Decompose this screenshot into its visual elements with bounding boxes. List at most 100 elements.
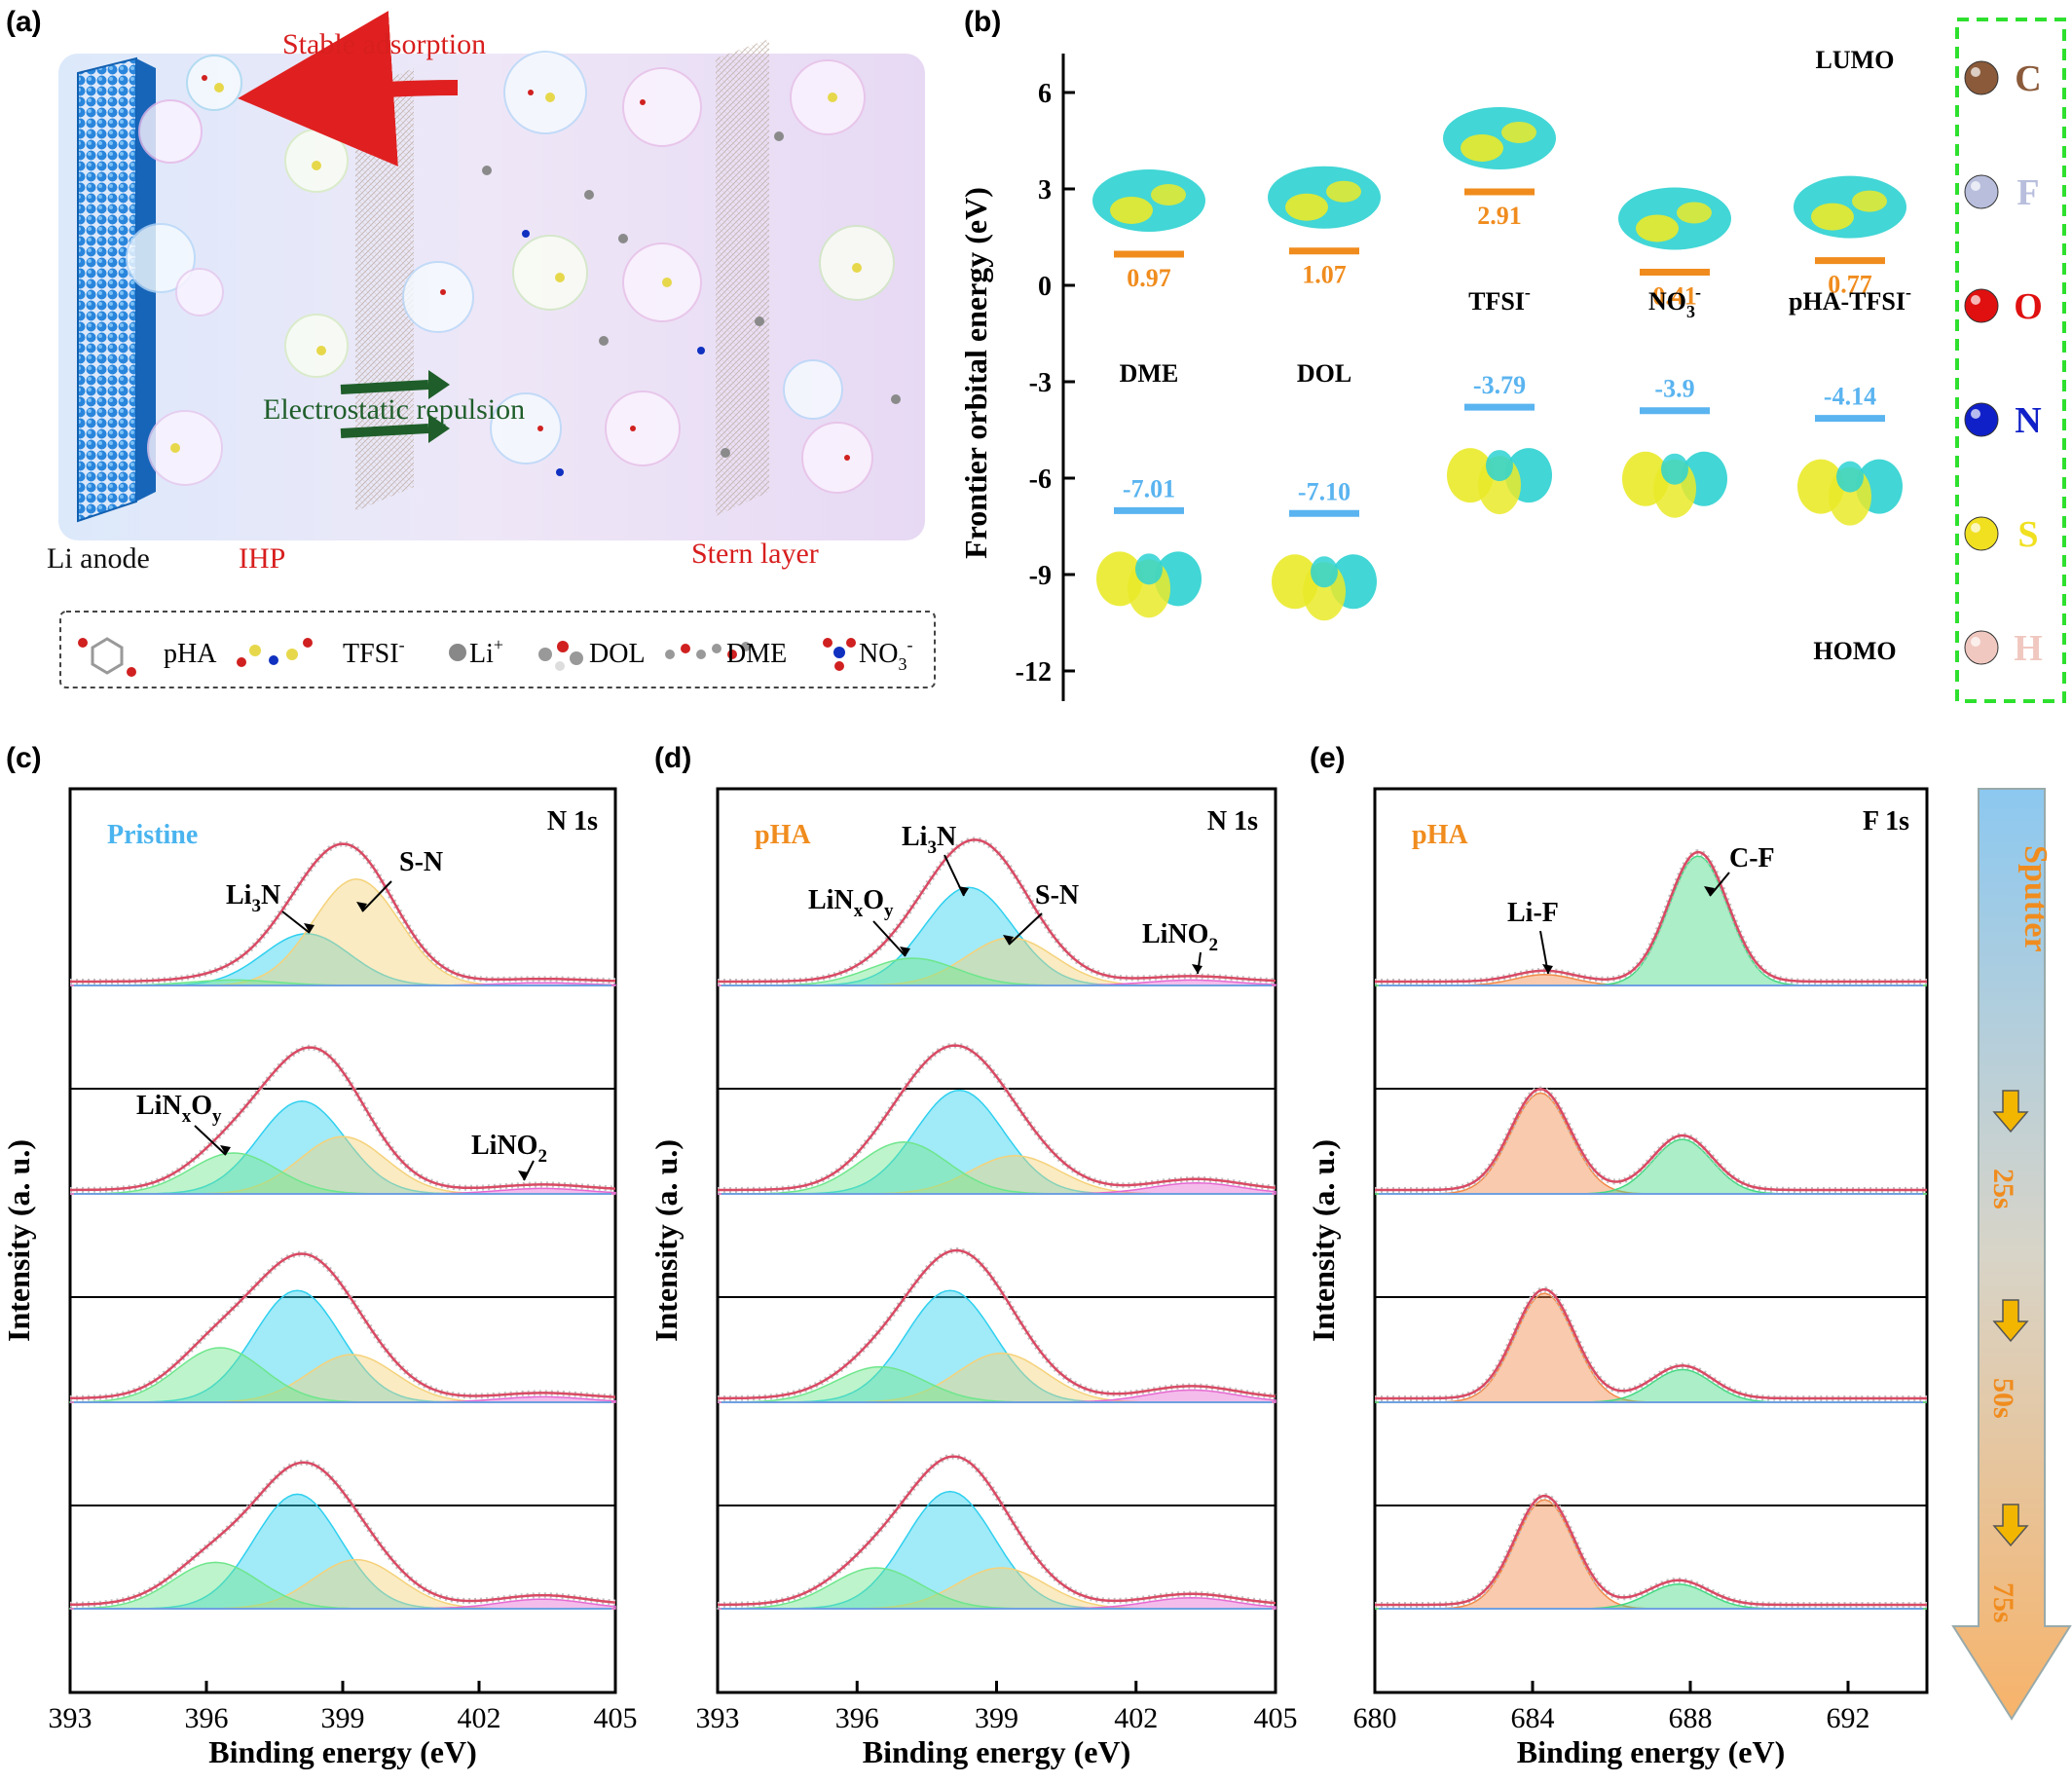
peak-annotation-label: LiNxOy — [808, 885, 894, 921]
panel-label-d: (d) — [654, 742, 692, 774]
annotation-leader-line — [281, 911, 311, 934]
homo-orbital — [1447, 448, 1552, 515]
homo-value: -3.79 — [1473, 371, 1526, 399]
sputter-step-arrow-icon — [1992, 1299, 2029, 1343]
peak-annotation-label: LiNO2 — [471, 1131, 547, 1167]
xps-panel-d: 393 396 399 402 405 Binding energy (eV) Intens… — [648, 787, 1298, 1769]
homo-orbital — [1096, 551, 1202, 618]
lumo-orbital — [1443, 106, 1556, 169]
sample-label: Pristine — [107, 820, 198, 850]
x-tick-label: 402 — [458, 1702, 501, 1734]
panel-b-ytick-label: 6 — [1038, 79, 1052, 109]
y-axis-label: Intensity (a. u.) — [648, 1139, 684, 1342]
lumo-value: 1.07 — [1302, 261, 1347, 289]
fit-envelope — [1375, 1088, 1927, 1192]
annotation-leader-line — [194, 1125, 227, 1156]
element-symbol: H — [2014, 628, 2043, 669]
panel-b-orbital-chart: Frontier orbital energy (eV) 6 3 0 -3 -6 -9 -1… — [958, 18, 2066, 703]
fit-envelope — [718, 838, 1276, 984]
x-tick-label: 405 — [594, 1702, 638, 1734]
spectrum-25s — [1375, 1086, 1927, 1195]
lumo-orbital — [1092, 168, 1205, 232]
li-anode-slab — [77, 56, 137, 523]
repulsion-arrowhead-1 — [428, 370, 450, 399]
molecule-legend-box — [59, 611, 936, 688]
sputter-step-label: 75s — [1987, 1582, 2019, 1623]
repulsion-arrow-1 — [340, 380, 429, 394]
x-tick-label: 680 — [1353, 1702, 1397, 1734]
x-tick-label: 692 — [1827, 1702, 1870, 1734]
spectrum-0s — [718, 836, 1276, 986]
peak-annotation-label: S-N — [1035, 880, 1079, 911]
raw-data-points — [1375, 1286, 1927, 1401]
x-axis-label: Binding energy (eV) — [1517, 1734, 1786, 1769]
fit-envelope — [69, 1252, 616, 1400]
element-legend: C F O N S H — [1964, 58, 2043, 669]
spectrum-title: N 1s — [547, 806, 598, 836]
sample-label: pHA — [755, 820, 811, 850]
fit-envelope — [718, 1455, 1276, 1607]
element-ball-icon — [1964, 402, 1999, 437]
repulsion-arrowhead-2 — [428, 414, 450, 443]
homo-value: -4.14 — [1824, 383, 1876, 411]
spectrum-75s — [69, 1459, 616, 1610]
sputter-title: Sputter — [2017, 845, 2054, 952]
fit-envelope — [70, 1046, 616, 1192]
homo-value: -7.10 — [1298, 477, 1350, 505]
ihp-label: IHP — [239, 542, 285, 575]
lumo-value: 0.41 — [1652, 281, 1697, 310]
legend-dme-label: DME — [726, 639, 787, 669]
lumo-value: 2.91 — [1477, 202, 1522, 230]
panel-b-ytick-label: -9 — [1029, 561, 1052, 591]
x-tick-label: 393 — [696, 1702, 740, 1734]
li-anode-label: Li anode — [47, 542, 150, 575]
element-symbol: O — [2014, 286, 2043, 327]
fit-envelope — [1375, 1287, 1927, 1400]
sputter-step-arrow-icon — [1992, 1504, 2029, 1547]
annotation-arrowhead — [356, 902, 367, 911]
homo-orbital — [1797, 459, 1903, 526]
ihp-plane — [355, 68, 414, 511]
panel-b-ylabel: Frontier orbital energy (eV) — [958, 187, 993, 559]
peak-annotation-label: LiNxOy — [136, 1091, 222, 1127]
lumo-value: 0.97 — [1127, 264, 1171, 292]
element-ball-icon — [1964, 288, 1999, 323]
fit-envelope — [1375, 1494, 1927, 1607]
sputter-step-label: 25s — [1987, 1169, 2019, 1209]
fit-envelope — [70, 842, 616, 984]
legend-no3-icon — [823, 638, 856, 671]
solvated-molecules — [126, 51, 895, 494]
x-tick-label: 393 — [49, 1702, 92, 1734]
electrostatic-repulsion-label: Electrostatic repulsion — [263, 393, 525, 426]
panel-label-c: (c) — [6, 742, 42, 774]
panel-label-a: (a) — [6, 6, 42, 38]
x-tick-label: 399 — [975, 1702, 1018, 1734]
molecule-name: pHA-TFSI- — [1789, 282, 1911, 316]
fit-envelope — [717, 1248, 1276, 1400]
annotation-leader-line — [361, 880, 392, 912]
x-tick-label: 405 — [1254, 1702, 1298, 1734]
annotation-arrowhead — [518, 1171, 529, 1180]
molecule-name: DOL — [1297, 359, 1351, 388]
x-tick-label: 684 — [1511, 1702, 1555, 1734]
spectrum-25s — [70, 1044, 616, 1195]
homo-label: HOMO — [1813, 637, 1896, 665]
orbital-isosurfaces — [1092, 106, 1906, 621]
panel-b-ytick-label: -3 — [1029, 368, 1052, 398]
y-axis-label: Intensity (a. u.) — [1306, 1139, 1341, 1342]
panel-b-ytick-label: -6 — [1029, 465, 1052, 495]
sputter-arrow: Sputter 25s 50s 75s — [1951, 788, 2072, 1721]
element-ball-icon — [1964, 630, 1999, 665]
legend-tfsi-label: TFSI- — [343, 635, 405, 669]
spectrum-title: F 1s — [1863, 806, 1909, 836]
annotation-arrowhead — [900, 947, 910, 956]
x-tick-label: 396 — [185, 1702, 229, 1734]
lumo-label: LUMO — [1816, 46, 1895, 74]
legend-li-label: Li+ — [469, 635, 503, 669]
stern-layer-label: Stern layer — [691, 538, 819, 570]
peak-annotation-label: S-N — [399, 847, 443, 877]
legend-tfsi-icon — [237, 638, 313, 667]
peak-S-N — [70, 878, 615, 986]
peak-C-F — [1375, 855, 1927, 986]
x-tick-label: 402 — [1114, 1702, 1158, 1734]
